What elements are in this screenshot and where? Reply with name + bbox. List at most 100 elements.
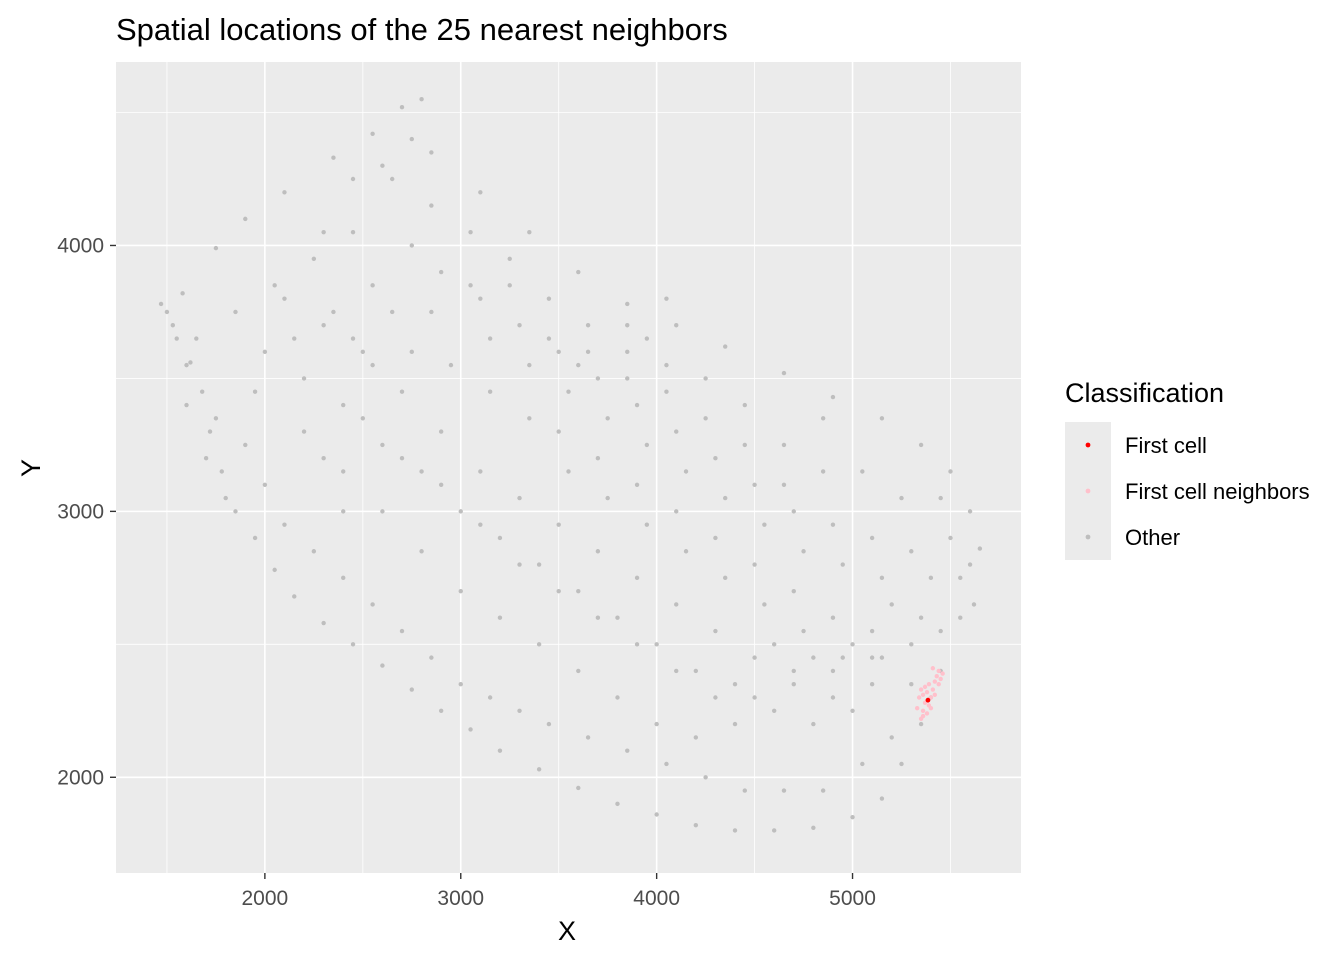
data-point	[497, 535, 503, 541]
data-point	[468, 229, 473, 235]
data-point	[409, 687, 414, 692]
data-point	[771, 828, 777, 833]
data-point	[170, 323, 176, 328]
data-point	[920, 692, 926, 698]
data-point	[830, 668, 836, 674]
data-point	[243, 442, 248, 448]
data-point	[429, 309, 434, 315]
data-point	[556, 349, 561, 355]
data-point	[164, 309, 170, 315]
data-point	[879, 655, 885, 660]
data-point	[390, 309, 395, 315]
data-point	[879, 575, 885, 581]
data-point	[478, 522, 483, 527]
data-point	[889, 735, 894, 740]
data-point	[576, 588, 581, 594]
data-point	[723, 495, 728, 501]
data-point	[713, 695, 718, 700]
data-point	[909, 642, 914, 647]
data-point	[517, 708, 522, 713]
data-point	[184, 362, 189, 368]
legend-key	[1085, 488, 1091, 494]
data-point	[791, 588, 796, 594]
data-point	[341, 575, 346, 581]
data-point	[703, 376, 708, 381]
data-point	[380, 509, 385, 514]
data-point	[713, 628, 718, 634]
data-point	[723, 575, 728, 581]
data-point	[223, 495, 228, 501]
data-point	[331, 155, 336, 160]
data-point	[219, 469, 224, 474]
data-point	[732, 828, 738, 833]
data-point	[399, 389, 405, 394]
data-point	[625, 301, 630, 307]
major-gridlines	[116, 62, 1021, 873]
data-point	[576, 668, 581, 674]
data-point	[478, 190, 483, 195]
data-point	[399, 455, 405, 461]
data-point	[350, 229, 356, 235]
data-point	[930, 666, 936, 671]
data-point	[625, 376, 630, 381]
data-point	[311, 256, 317, 261]
data-point	[380, 442, 385, 448]
data-point	[771, 642, 777, 647]
data-point	[791, 682, 796, 687]
data-point	[380, 163, 385, 168]
data-point	[350, 176, 356, 182]
data-point	[683, 469, 689, 474]
data-point	[615, 615, 620, 620]
data-point	[644, 336, 650, 341]
data-point	[732, 721, 738, 727]
data-point	[664, 761, 669, 767]
data-point	[791, 668, 796, 674]
data-point	[820, 469, 826, 474]
data-point	[370, 131, 375, 136]
data-point	[674, 509, 679, 514]
data-point	[595, 549, 601, 554]
x-axis-ticks: 2000 3000 4000 5000	[242, 873, 876, 910]
data-point	[938, 495, 943, 501]
data-point	[752, 562, 757, 567]
data-point	[920, 708, 926, 713]
data-point	[830, 695, 836, 700]
data-point	[478, 469, 483, 474]
data-point	[674, 323, 679, 328]
data-point	[909, 549, 914, 554]
data-point	[940, 671, 945, 676]
data-point	[292, 336, 297, 341]
series-first-cell-neighbors	[914, 666, 945, 721]
data-point	[272, 283, 277, 288]
data-point	[926, 703, 932, 708]
data-point	[438, 429, 444, 434]
data-point	[781, 482, 787, 487]
data-point	[948, 535, 953, 541]
data-point	[399, 628, 405, 634]
data-points	[158, 97, 983, 833]
data-point	[517, 495, 522, 501]
data-point	[321, 620, 326, 626]
data-point	[713, 455, 718, 461]
chart-title: Spatial locations of the 25 nearest neig…	[116, 12, 728, 47]
data-point	[233, 509, 238, 514]
data-point	[664, 362, 669, 368]
data-point	[918, 442, 924, 448]
y-tick-label: 4000	[57, 234, 104, 257]
data-point	[321, 323, 326, 328]
data-point	[331, 309, 336, 315]
data-point	[781, 788, 787, 793]
data-point	[840, 655, 845, 660]
data-point	[634, 575, 640, 581]
data-point	[869, 535, 875, 541]
data-point	[918, 687, 924, 692]
data-point	[272, 567, 277, 573]
data-point	[262, 349, 268, 355]
data-point	[576, 269, 581, 275]
data-point	[194, 336, 199, 341]
data-point	[576, 362, 581, 368]
x-tick-label: 2000	[242, 887, 289, 910]
data-point	[634, 482, 640, 487]
